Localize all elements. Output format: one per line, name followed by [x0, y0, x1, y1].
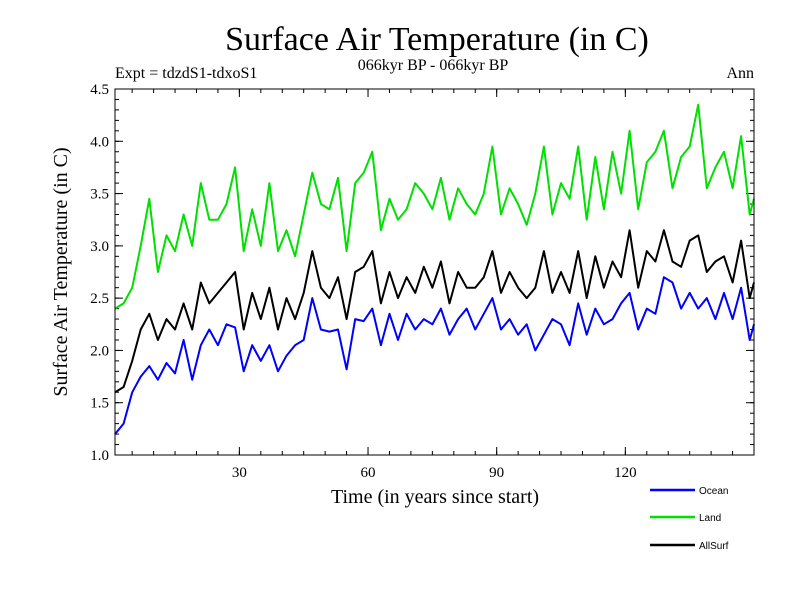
- legend-label-land: Land: [699, 513, 721, 524]
- y-tick-label-3: 2.5: [90, 291, 109, 307]
- x-axis-label: Time (in years since start): [331, 486, 539, 508]
- y-tick-label-0: 1.0: [90, 448, 109, 464]
- period-label: Ann: [726, 65, 754, 82]
- series-line-allsurf: [114, 229, 755, 394]
- y-tick-label-4: 3.0: [90, 239, 109, 255]
- legend-label-ocean: Ocean: [699, 486, 728, 497]
- y-tick-label-7: 4.5: [90, 82, 109, 98]
- y-tick-label-6: 4.0: [90, 134, 109, 150]
- x-tick-label-0: 30: [232, 465, 247, 481]
- legend-label-allsurf: AllSurf: [699, 541, 729, 552]
- y-tick-label-2: 2.0: [90, 343, 109, 359]
- y-tick-label-5: 3.5: [90, 187, 109, 203]
- x-tick-label-3: 120: [614, 465, 637, 481]
- chart-subtitle: 066kyr BP - 066kyr BP: [358, 57, 509, 74]
- chart-title: Surface Air Temperature (in C): [225, 21, 649, 58]
- plot-area: 1.0 1.5 2.0 2.5 3.0 3.5 4.0 4.5 30 60 90 120: [90, 82, 755, 481]
- experiment-label: Expt = tdzdS1-tdxoS1: [115, 65, 257, 82]
- y-axis-label: Surface Air Temperature (in C): [50, 147, 72, 396]
- y-tick-label-1: 1.5: [90, 396, 109, 412]
- plot-frame: [114, 88, 755, 456]
- series-line-land: [114, 103, 755, 310]
- legend: Ocean Land AllSurf: [650, 486, 729, 552]
- series-line-ocean: [114, 276, 755, 435]
- x-tick-label-1: 60: [361, 465, 376, 481]
- x-tick-label-2: 90: [489, 465, 504, 481]
